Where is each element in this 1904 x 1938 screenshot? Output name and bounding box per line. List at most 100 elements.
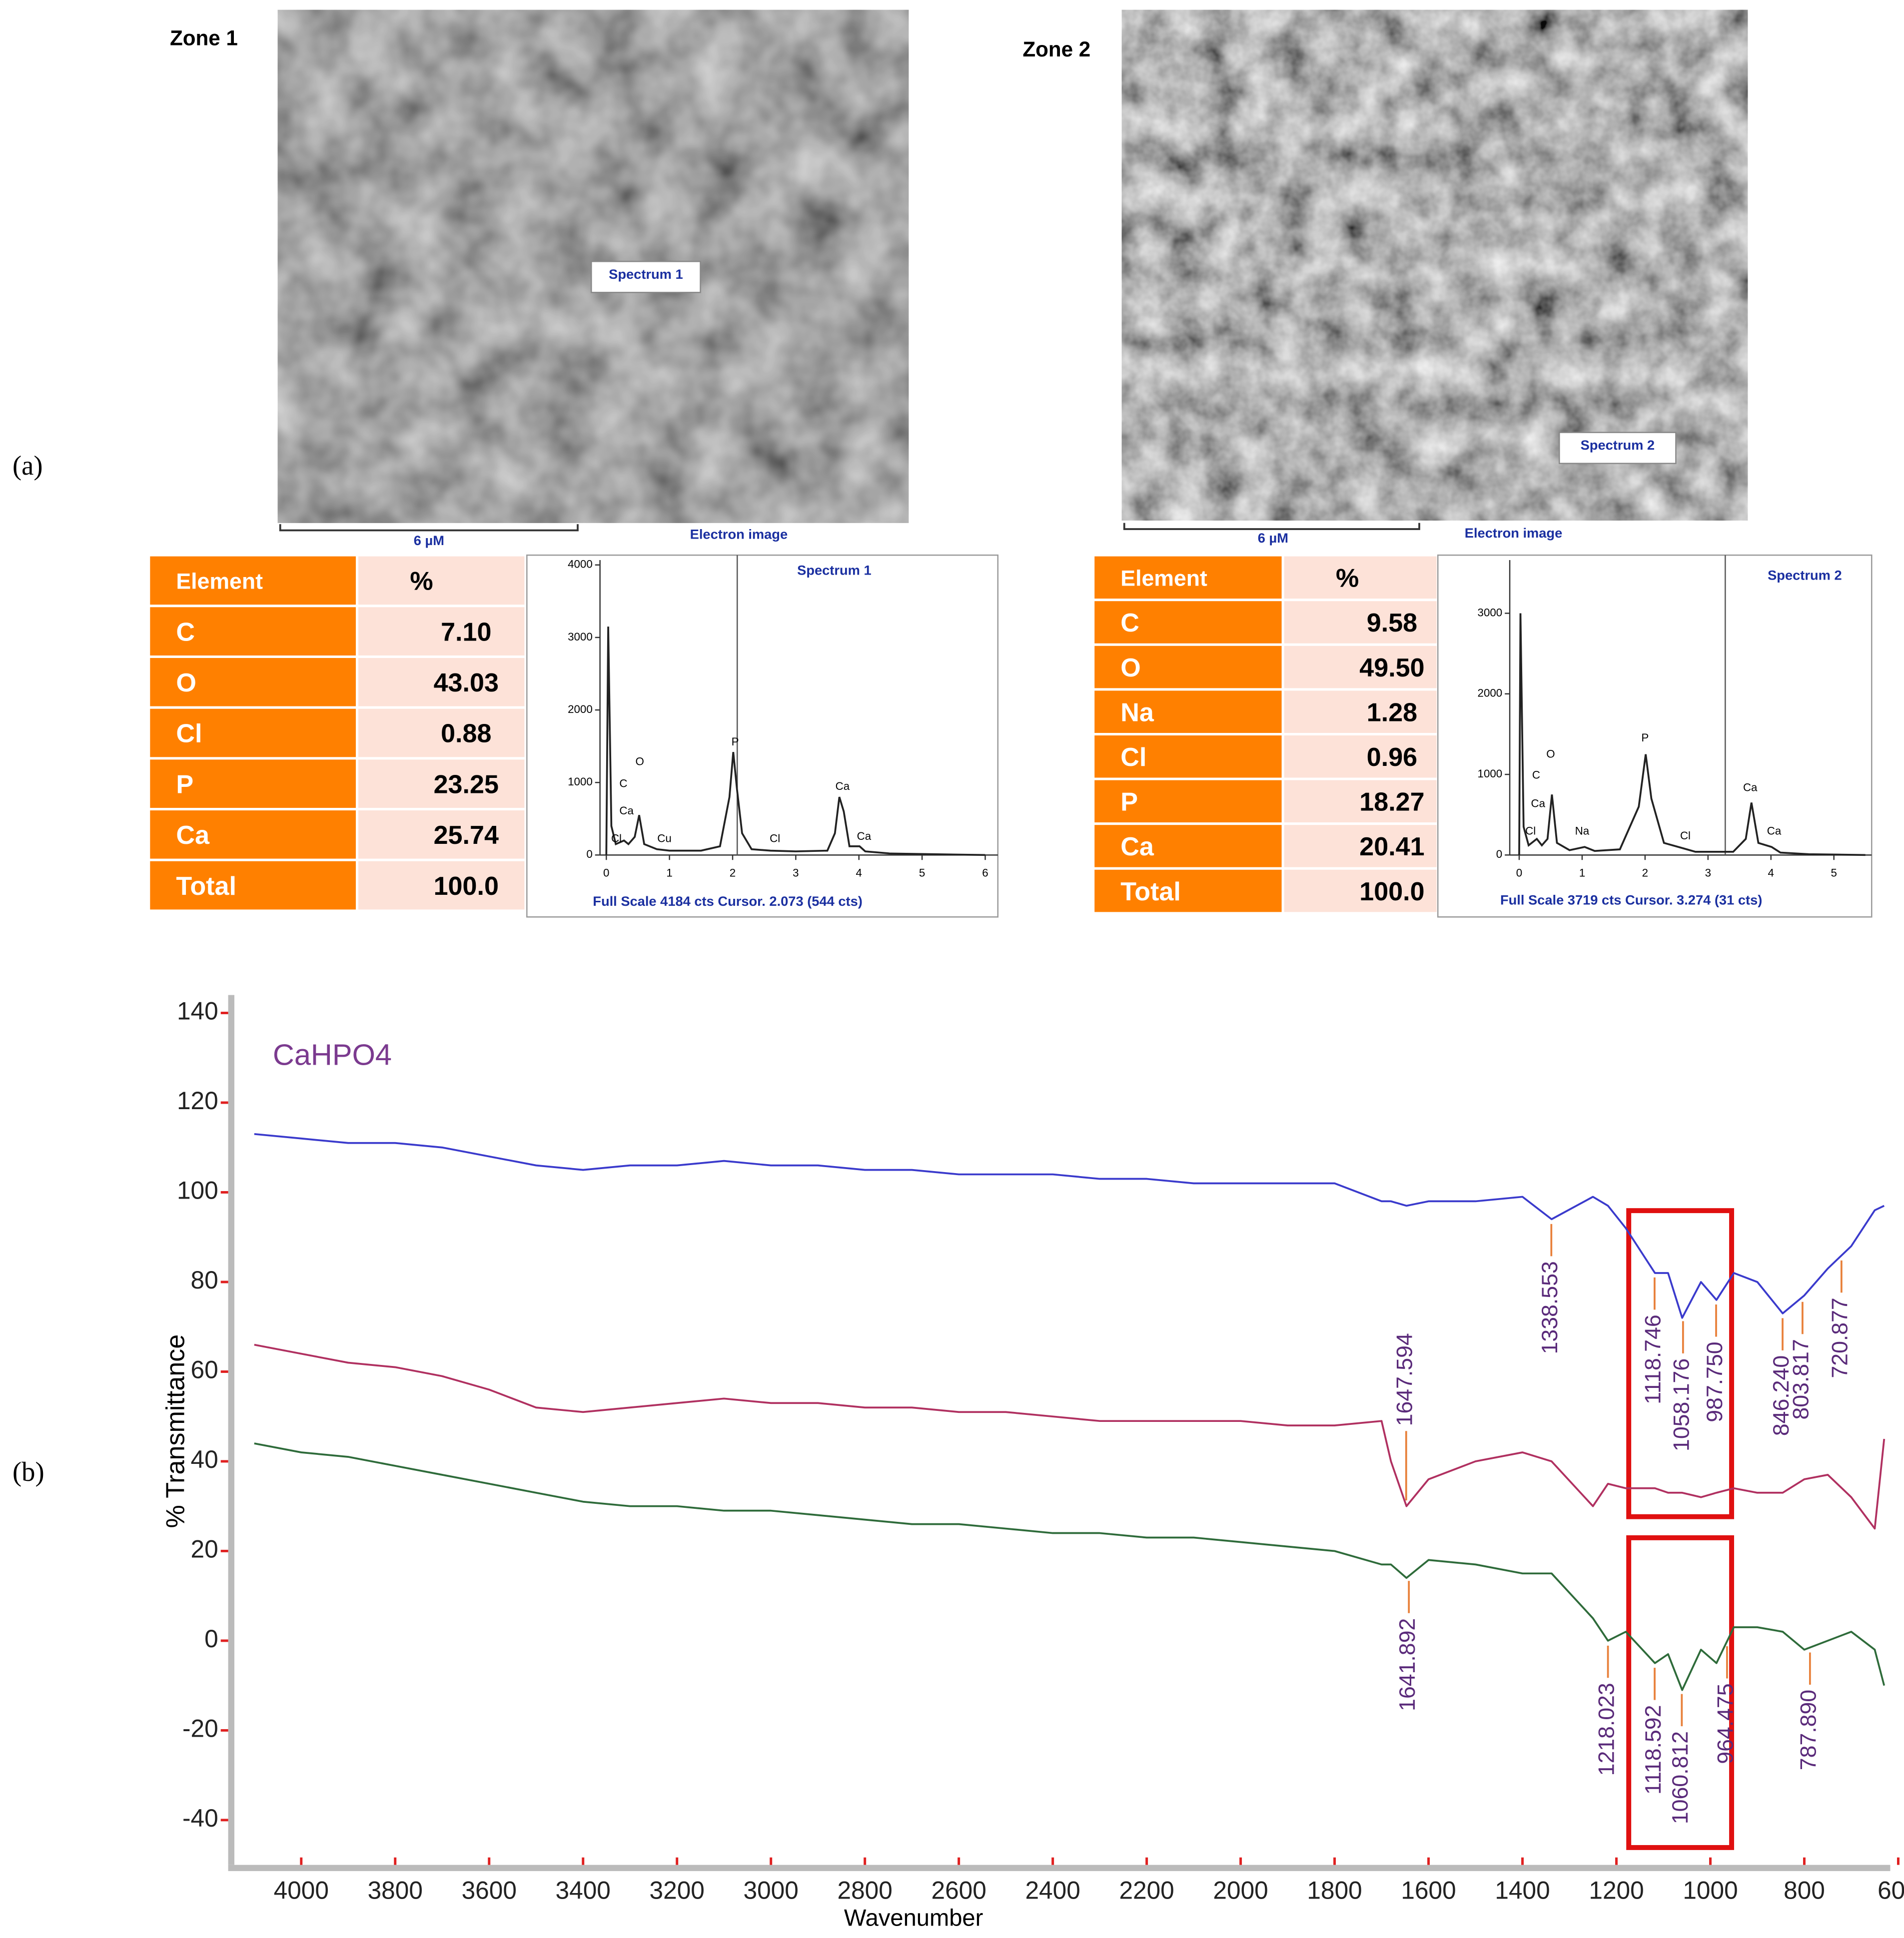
y-tick-label: 1000 xyxy=(568,775,593,788)
y-tick-label: 4000 xyxy=(568,558,593,571)
table-header: Element xyxy=(1120,567,1207,591)
y-tick-label: 0 xyxy=(204,1625,218,1653)
y-tick-label: 140 xyxy=(177,997,218,1025)
table-value: 100.0 xyxy=(1359,877,1424,906)
y-tick-label: 60 xyxy=(191,1356,218,1384)
peak-label: Ca xyxy=(857,830,872,842)
x-axis-bar xyxy=(228,1865,1891,1872)
x-tick-label: 3600 xyxy=(462,1876,517,1904)
peak-label: O xyxy=(1546,747,1555,760)
table-element: C xyxy=(176,618,195,646)
image-label-box xyxy=(1559,432,1677,464)
peak-label: 787.890 xyxy=(1797,1690,1821,1770)
table-cell xyxy=(147,808,358,861)
x-tick-label: 0 xyxy=(1516,866,1522,879)
highlight-box xyxy=(1626,1535,1734,1850)
table-cell xyxy=(356,605,527,658)
x-tick-label: 2400 xyxy=(1025,1876,1080,1904)
x-tick-label: 1400 xyxy=(1495,1876,1550,1904)
x-tick-label: 3400 xyxy=(556,1876,611,1904)
x-tick-label: 4000 xyxy=(274,1876,329,1904)
peak-label: 1641.892 xyxy=(1395,1618,1420,1711)
ftir-line xyxy=(254,1133,1885,1319)
panel-label: (a) xyxy=(12,450,43,481)
image-label: Spectrum 2 xyxy=(1581,437,1655,453)
x-tick-label: 1 xyxy=(666,866,672,879)
table-element: O xyxy=(1120,653,1141,682)
peak-label: 720.877 xyxy=(1828,1297,1853,1378)
peak-label: 964.475 xyxy=(1714,1683,1738,1764)
peak-label: Cl xyxy=(611,832,622,844)
y-tick-label: 2000 xyxy=(1478,687,1503,699)
scale-bar xyxy=(1123,523,1420,530)
x-tick-label: 6 xyxy=(982,866,988,879)
table-cell xyxy=(356,858,527,912)
peak-label: Cl xyxy=(1525,824,1536,837)
table-cell xyxy=(356,706,527,760)
y-tick-label: 0 xyxy=(1496,848,1502,860)
x-tick-label: 2000 xyxy=(1213,1876,1268,1904)
peak-label: Cu xyxy=(657,832,672,844)
y-tick-label: 120 xyxy=(177,1087,218,1115)
table-element: P xyxy=(176,770,193,799)
spectrum-frame xyxy=(1437,554,1873,918)
x-tick-label: 2800 xyxy=(838,1876,893,1904)
table-cell xyxy=(1092,688,1284,735)
peak-label: 1058.176 xyxy=(1670,1358,1694,1451)
highlight-box xyxy=(1626,1208,1734,1519)
scale-label: 6 µM xyxy=(414,533,444,548)
x-tick-label: 800 xyxy=(1784,1876,1825,1904)
peak-label: 1338.553 xyxy=(1538,1261,1562,1354)
table-value: 7.10 xyxy=(441,618,491,646)
scale-bar xyxy=(279,524,579,532)
table-cell xyxy=(1281,867,1439,915)
x-tick-label: 600 xyxy=(1878,1876,1904,1904)
peak-label: C xyxy=(1532,768,1540,781)
x-axis-label: Wavenumber xyxy=(844,1904,983,1931)
x-tick-label: 1 xyxy=(1579,866,1585,879)
table-cell xyxy=(1281,777,1439,825)
y-tick-label: 2000 xyxy=(568,703,593,715)
spectrum-frame xyxy=(526,554,999,918)
table-cell xyxy=(356,554,527,608)
table-value: 43.03 xyxy=(434,668,499,697)
y-tick-label: 3000 xyxy=(568,631,593,643)
table-element: Total xyxy=(1120,877,1181,906)
table-header: Element xyxy=(176,570,263,594)
table-header: % xyxy=(410,567,433,596)
table-value: 49.50 xyxy=(1359,653,1424,682)
peak-label: Ca xyxy=(619,804,634,817)
table-cell xyxy=(1092,554,1284,602)
spectrum-line xyxy=(1518,613,1866,856)
image-label: Spectrum 1 xyxy=(609,266,683,282)
peak-label: Na xyxy=(1575,824,1590,837)
peak-label: Cl xyxy=(770,832,780,844)
ftir-line xyxy=(254,1442,1886,1691)
table-cell xyxy=(1281,554,1439,602)
zone-title: Zone 1 xyxy=(170,26,238,50)
ftir-line xyxy=(254,1343,1886,1530)
x-tick-label: 3800 xyxy=(368,1876,423,1904)
y-axis-label: % Transmittance xyxy=(161,1334,190,1528)
spectrum-footer: Full Scale 3719 cts Cursor. 3.274 (31 ct… xyxy=(1500,892,1762,907)
table-value: 0.96 xyxy=(1367,743,1417,772)
x-tick-label: 2200 xyxy=(1119,1876,1174,1904)
peak-label: 803.817 xyxy=(1789,1339,1814,1419)
x-tick-label: 3000 xyxy=(744,1876,799,1904)
y-tick-label: 40 xyxy=(191,1445,218,1473)
peak-label: Ca xyxy=(836,780,850,792)
x-tick-label: 3 xyxy=(1705,866,1711,879)
x-tick-label: 1600 xyxy=(1401,1876,1456,1904)
y-tick-label: -40 xyxy=(182,1804,218,1832)
panel-label: (b) xyxy=(12,1456,44,1487)
table-value: 20.41 xyxy=(1359,832,1424,861)
table-value: 23.25 xyxy=(434,770,499,799)
table-element: Ca xyxy=(1120,832,1154,861)
x-tick-label: 5 xyxy=(919,866,925,879)
peak-label: 1647.594 xyxy=(1393,1333,1417,1426)
table-value: 0.88 xyxy=(441,719,491,748)
x-tick-label: 1000 xyxy=(1683,1876,1738,1904)
x-tick-label: 3 xyxy=(793,866,799,879)
